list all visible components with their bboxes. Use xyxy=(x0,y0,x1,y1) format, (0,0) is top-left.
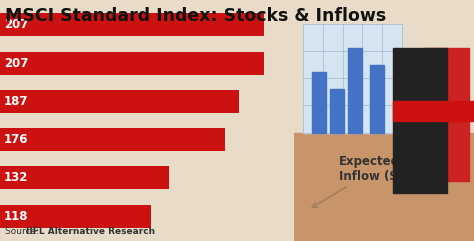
Text: 207: 207 xyxy=(4,18,28,31)
Text: 118: 118 xyxy=(4,210,28,223)
Bar xyxy=(0,13,264,36)
Bar xyxy=(348,48,362,133)
Bar xyxy=(294,133,474,241)
Bar xyxy=(0,205,151,228)
Text: Expected
Inflow ($M): Expected Inflow ($M) xyxy=(312,155,415,207)
Bar xyxy=(424,48,469,181)
Text: 176: 176 xyxy=(4,133,28,146)
Bar xyxy=(0,166,169,189)
Bar xyxy=(0,128,225,151)
Bar xyxy=(330,89,344,133)
Bar xyxy=(0,52,264,75)
Bar xyxy=(393,101,474,120)
Bar xyxy=(312,72,326,133)
Text: IIFL Alternative Research: IIFL Alternative Research xyxy=(26,227,155,236)
Text: MSCI Standard Index: Stocks & Inflows: MSCI Standard Index: Stocks & Inflows xyxy=(5,7,386,25)
Text: 187: 187 xyxy=(4,95,28,108)
Text: Source:: Source: xyxy=(5,227,42,236)
Text: 207: 207 xyxy=(4,57,28,70)
Bar xyxy=(303,24,402,133)
Bar xyxy=(0,90,239,113)
Bar xyxy=(370,65,384,133)
Bar xyxy=(393,48,447,193)
Text: 132: 132 xyxy=(4,171,28,184)
